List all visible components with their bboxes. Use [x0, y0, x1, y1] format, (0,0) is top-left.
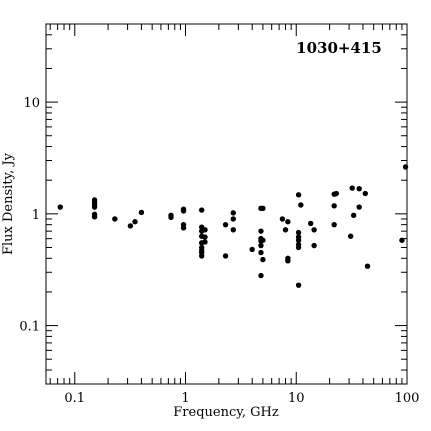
data-point	[198, 207, 205, 213]
x-axis-title: Frequency, GHz	[173, 405, 279, 420]
data-point	[138, 209, 145, 216]
data-point	[222, 221, 229, 228]
data-point	[258, 272, 264, 279]
data-point	[168, 214, 174, 221]
data-point	[399, 237, 405, 243]
data-points	[57, 164, 409, 288]
data-point	[295, 237, 302, 243]
data-point	[295, 192, 302, 198]
data-point	[402, 164, 409, 170]
data-point	[285, 219, 291, 225]
data-point	[333, 190, 340, 197]
data-point	[364, 263, 371, 269]
axis-ticks	[46, 23, 408, 385]
x-tick-labels: 0.1 1 10 100	[64, 391, 419, 406]
data-point	[362, 190, 368, 197]
data-point	[331, 221, 337, 228]
data-point	[295, 244, 302, 251]
data-point	[202, 234, 208, 240]
data-point	[258, 228, 264, 234]
data-point	[202, 239, 208, 245]
data-point	[349, 185, 355, 191]
data-point	[230, 216, 236, 222]
data-point	[180, 208, 187, 214]
data-point	[91, 214, 98, 220]
data-point	[356, 185, 362, 192]
data-point	[331, 203, 337, 209]
data-point	[298, 202, 304, 208]
data-point	[202, 227, 208, 233]
data-point	[260, 205, 266, 212]
data-point	[91, 204, 98, 210]
data-point	[180, 225, 187, 231]
data-point	[347, 233, 354, 239]
x-tick-label: 10	[288, 391, 305, 406]
y-tick-label: 0.1	[19, 320, 40, 335]
data-point	[285, 258, 291, 264]
data-point	[127, 223, 134, 229]
data-point	[282, 227, 289, 233]
plot-frame	[45, 23, 408, 385]
y-tick-label: 1	[32, 208, 40, 223]
data-point	[311, 227, 317, 233]
y-axis-title: Flux Density, Jy	[1, 152, 16, 255]
x-tick-label: 0.1	[64, 391, 85, 406]
data-point	[356, 204, 362, 210]
data-point	[230, 210, 236, 216]
data-point	[222, 253, 229, 259]
x-tick-label: 1	[181, 391, 189, 406]
data-point	[132, 219, 138, 225]
data-point	[350, 212, 357, 219]
data-point	[260, 256, 266, 263]
x-tick-label: 100	[395, 391, 420, 406]
data-point	[57, 204, 63, 210]
data-point	[295, 282, 302, 288]
data-point	[279, 216, 286, 222]
data-point	[307, 220, 314, 227]
data-point	[295, 229, 302, 236]
data-point	[311, 242, 317, 249]
data-point	[260, 237, 266, 243]
data-point	[258, 249, 264, 256]
y-tick-label: 10	[23, 96, 40, 111]
data-point	[249, 246, 255, 253]
data-point	[112, 216, 118, 222]
data-point	[258, 242, 264, 249]
y-tick-labels: 0.1 1 10	[19, 96, 40, 334]
data-point	[198, 253, 205, 259]
data-point	[230, 227, 236, 233]
source-name-label: 1030+415	[296, 39, 382, 57]
